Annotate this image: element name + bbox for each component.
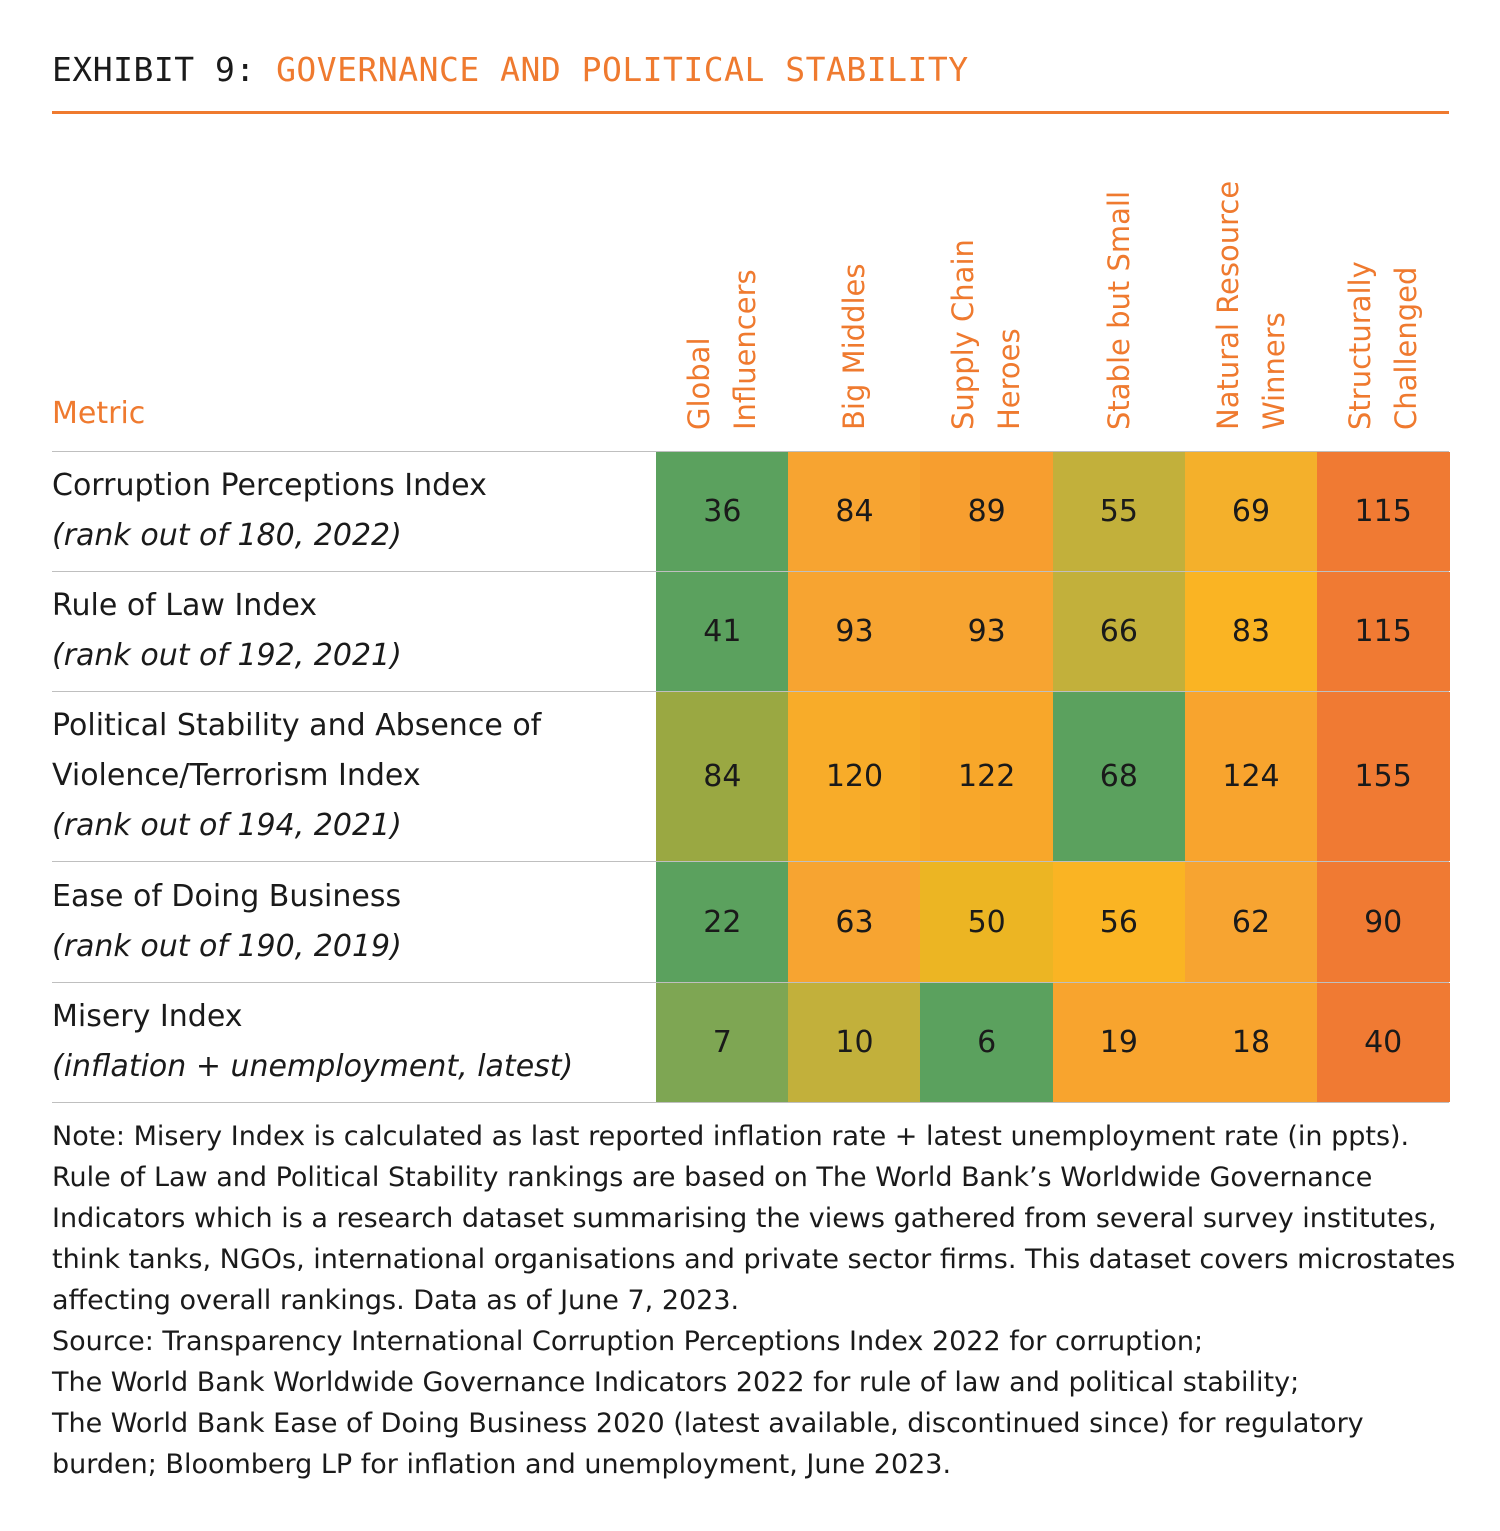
column-header: Global Influencers [656, 130, 788, 430]
row-label-subtitle: (rank out of 192, 2021) [52, 638, 402, 673]
heatmap-cell: 124 [1184, 692, 1318, 861]
heatmap-cell: 55 [1052, 452, 1186, 571]
heatmap-cell: 50 [920, 862, 1053, 982]
heatmap-cell: 90 [1316, 862, 1450, 982]
column-header: Big Middles [788, 130, 920, 430]
heatmap-cell: 19 [1052, 983, 1186, 1102]
row-label-line: Rule of Law Index [52, 588, 318, 623]
row-label: Rule of Law Index (rank out of 192, 2021) [52, 581, 652, 681]
row-label: Political Stability and Absence of Violen… [52, 701, 652, 851]
heatmap-cell: 66 [1052, 572, 1186, 691]
table-bottom-border [52, 1102, 1449, 1103]
column-header-label: Structurally Challenged [1337, 261, 1429, 430]
row-label-line: Violence/Terrorism Index [52, 758, 421, 793]
heatmap-cell: 122 [920, 692, 1053, 861]
source-line-3: The World Bank Ease of Doing Business 20… [52, 1408, 1364, 1480]
heatmap-cell: 69 [1184, 452, 1318, 571]
heatmap-cell: 62 [1184, 862, 1318, 982]
column-header-label: Big Middles [831, 264, 877, 430]
exhibit-prefix: EXHIBIT 9: [52, 50, 256, 89]
row-label-subtitle: (rank out of 190, 2019) [52, 928, 402, 964]
column-header-label: Supply Chain Heroes [940, 239, 1032, 430]
column-header: Structurally Challenged [1317, 130, 1449, 430]
column-header: Stable but Small [1053, 130, 1185, 430]
heatmap-cell: 68 [1052, 692, 1186, 861]
heatmap-cell: 84 [656, 692, 789, 861]
row-label-line: Misery Index [52, 999, 243, 1034]
heatmap-cell: 7 [656, 983, 789, 1102]
heatmap-cell: 41 [656, 572, 789, 691]
title-rule [52, 111, 1449, 114]
row-label-subtitle: (inflation + unemployment, latest) [52, 1049, 574, 1084]
column-header-line: Supply Chain [946, 239, 981, 430]
heatmap-cell: 115 [1316, 452, 1450, 571]
column-header-line: Global [682, 337, 716, 430]
heatmap-cell: 120 [788, 692, 921, 861]
heatmap-cell: 89 [920, 452, 1053, 571]
column-header-line: Influencers [728, 269, 762, 430]
column-header-line: Winners [1256, 312, 1291, 430]
column-header-label: Stable but Small [1096, 191, 1142, 430]
row-divider [52, 571, 1449, 572]
heatmap-cell: 36 [656, 452, 789, 571]
heatmap-cell: 40 [1316, 983, 1450, 1102]
column-header-line: Heroes [992, 328, 1027, 430]
row-label: Misery Index (inflation + unemployment, l… [52, 992, 652, 1092]
row-label-subtitle: (rank out of 194, 2021) [52, 808, 402, 843]
heatmap-cell: 93 [920, 572, 1053, 691]
row-label-line: Ease of Doing Business [52, 878, 402, 914]
heatmap-cell: 83 [1184, 572, 1318, 691]
heatmap-cell: 22 [656, 862, 789, 982]
heatmap-cell: 6 [920, 983, 1053, 1102]
row-divider [52, 691, 1449, 692]
footnote: Note: Misery Index is calculated as last… [52, 1116, 1462, 1485]
exhibit-name: GOVERNANCE AND POLITICAL STABILITY [276, 50, 969, 89]
heatmap-cell: 63 [788, 862, 921, 982]
source-line-2: The World Bank Worldwide Governance Indi… [52, 1367, 1300, 1398]
row-label: Ease of Doing Business (rank out of 190, … [52, 872, 652, 972]
row-label-line: Corruption Perceptions Index [52, 468, 487, 503]
heatmap-cell: 115 [1316, 572, 1450, 691]
metric-column-header: Metric [52, 396, 146, 431]
column-header: Supply Chain Heroes [920, 130, 1052, 430]
row-label-line: Political Stability and Absence of [52, 708, 542, 743]
column-header: Natural Resource Winners [1185, 130, 1317, 430]
column-header-line: Stable but Small [1101, 191, 1136, 430]
heatmap-cell: 10 [788, 983, 921, 1102]
column-header-line: Natural Resource [1210, 180, 1245, 430]
heatmap-cell: 56 [1052, 862, 1186, 982]
row-divider [52, 451, 1449, 452]
heatmap-cell: 84 [788, 452, 921, 571]
row-label: Corruption Perceptions Index (rank out of… [52, 461, 652, 561]
row-label-subtitle: (rank out of 180, 2022) [52, 518, 402, 553]
column-header-line: Big Middles [837, 263, 872, 430]
heatmap-cell: 93 [788, 572, 921, 691]
column-header-line: Challenged [1388, 266, 1423, 430]
column-header-line: Structurally [1342, 261, 1377, 430]
row-divider [52, 861, 1449, 862]
heatmap-cell: 18 [1184, 983, 1318, 1102]
exhibit-title: EXHIBIT 9: GOVERNANCE AND POLITICAL STAB… [52, 50, 969, 89]
row-divider [52, 982, 1449, 983]
column-header-label: Natural Resource Winners [1205, 181, 1297, 430]
note-text: Note: Misery Index is calculated as last… [52, 1121, 1456, 1316]
column-header-label: Global Influencers [676, 269, 768, 430]
source-line-1: Source: Transparency International Corru… [52, 1326, 1204, 1357]
heatmap-cell: 155 [1316, 692, 1450, 861]
